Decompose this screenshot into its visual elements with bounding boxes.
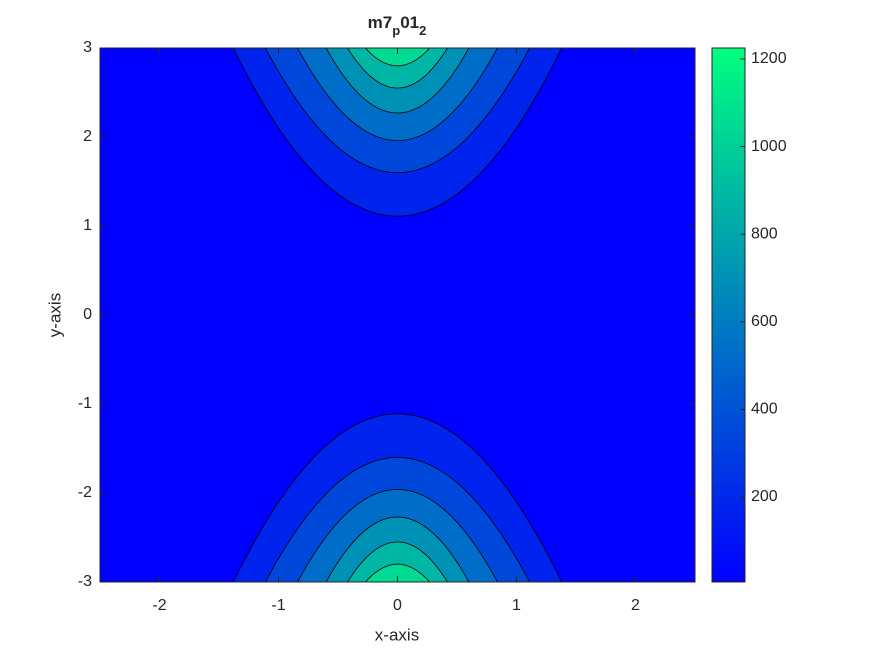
x-tick-label: -1 — [271, 597, 285, 614]
contour-region — [364, 563, 431, 582]
title-part: 01 — [400, 13, 419, 32]
colorbar-tick-label: 1200 — [751, 50, 787, 67]
x-tick-label: 0 — [393, 597, 402, 614]
x-axis-label: x-axis — [375, 625, 419, 644]
chart-title: m7p012 — [368, 13, 427, 38]
contour-region — [364, 48, 431, 67]
y-tick-label: 0 — [83, 306, 92, 323]
title-part: m7 — [368, 13, 393, 32]
x-tick-label: 2 — [631, 597, 640, 614]
title-part: 2 — [419, 23, 426, 38]
colorbar-tick-label: 600 — [751, 313, 778, 330]
colorbar-tick-label: 800 — [751, 225, 778, 242]
contour-region — [347, 541, 448, 582]
plot-area — [100, 48, 695, 582]
y-tick-label: -3 — [78, 573, 92, 590]
y-tick-label: -1 — [78, 395, 92, 412]
colorbar-tick-label: 200 — [751, 488, 778, 505]
x-tick-label: -2 — [152, 597, 166, 614]
colorbar-tick-label: 400 — [751, 401, 778, 418]
x-tick-label: 1 — [512, 597, 521, 614]
y-tick-label: 2 — [83, 128, 92, 145]
y-tick-label: 1 — [83, 217, 92, 234]
y-tick-label: -2 — [78, 484, 92, 501]
contour-region — [347, 48, 448, 89]
y-axis-label: y-axis — [45, 293, 64, 337]
title-part: p — [392, 23, 400, 38]
colorbar-tick-label: 1000 — [751, 138, 787, 155]
colorbar — [711, 47, 746, 583]
y-tick-label: 3 — [83, 39, 92, 56]
